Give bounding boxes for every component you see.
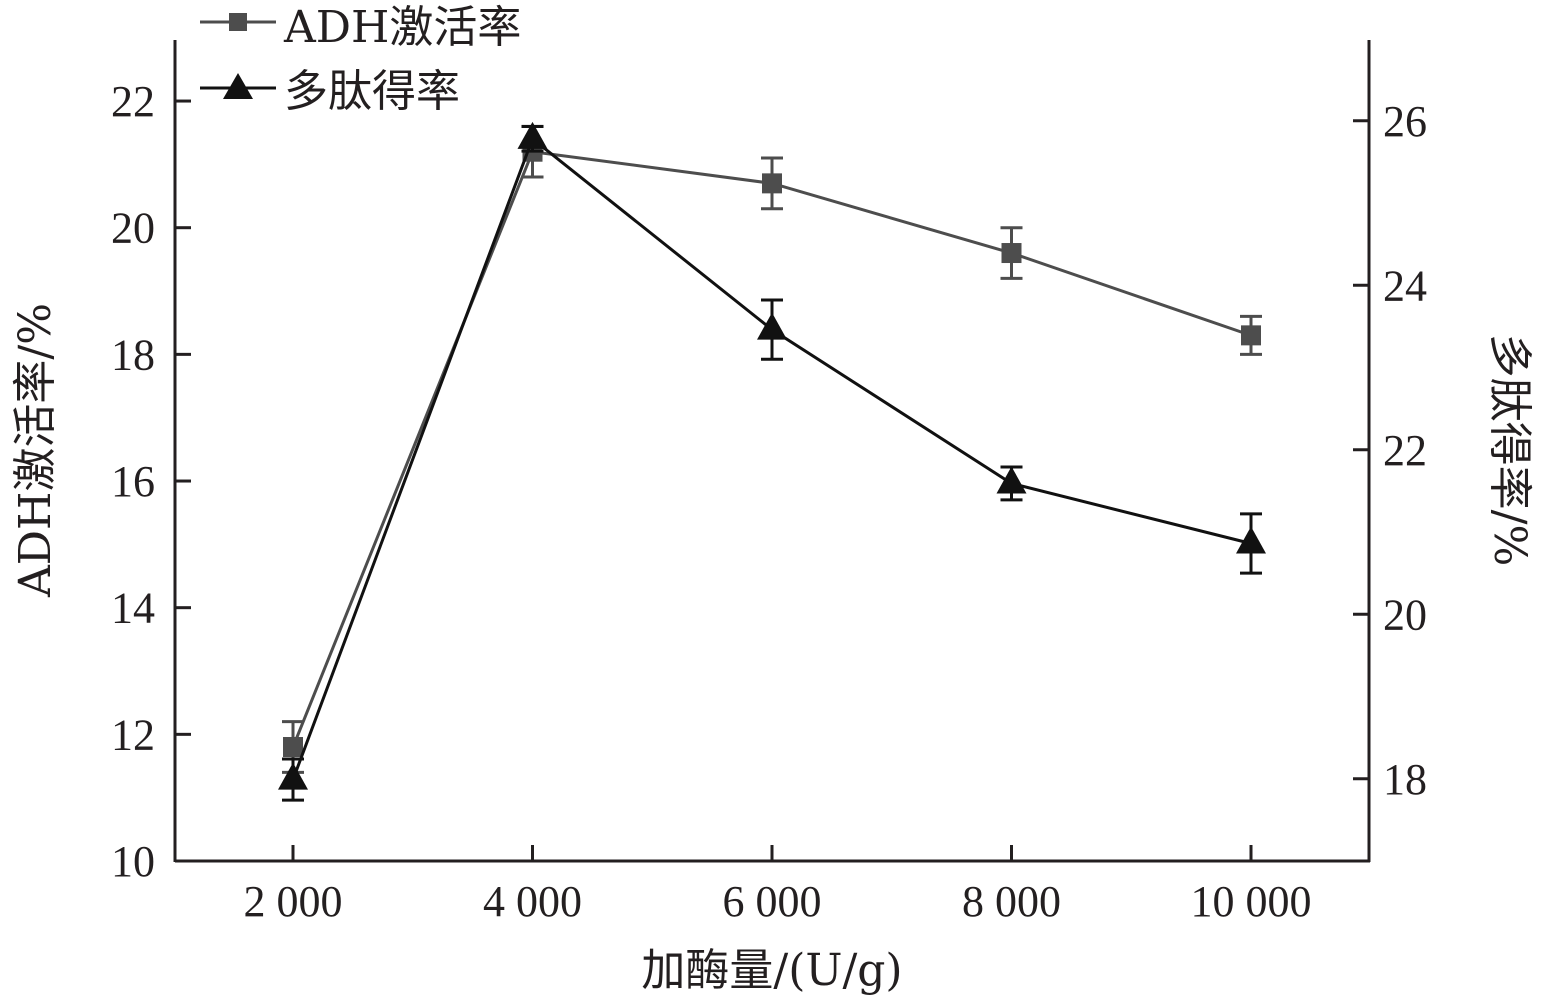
- x-ticks: 2 000 4 000 6 000 8 000 10 000: [244, 845, 1312, 926]
- left-tick-label: 10: [111, 837, 155, 886]
- series-peptide-yield: [278, 121, 1266, 802]
- right-tick-label: 18: [1383, 755, 1427, 804]
- data-point-square: [1001, 243, 1022, 264]
- left-tick-label: 14: [111, 584, 155, 633]
- right-axis-title: 多肽得率/%: [1484, 334, 1535, 567]
- series-line: [291, 136, 1252, 781]
- data-point-square: [1241, 325, 1261, 346]
- right-tick-label: 20: [1383, 590, 1427, 639]
- left-tick-label: 22: [111, 77, 155, 126]
- data-point-triangle: [278, 762, 308, 790]
- legend-label-adh: ADH激活率: [283, 2, 521, 53]
- legend-item-peptide: 多肽得率: [200, 66, 460, 117]
- x-tick-label: 8 000: [962, 877, 1061, 926]
- left-tick-label: 18: [111, 330, 155, 379]
- data-point-triangle: [517, 121, 548, 149]
- legend: ADH激活率 多肽得率: [200, 2, 521, 117]
- right-y-ticks: 18 20 22 24 26: [1353, 97, 1427, 804]
- x-axis-title: 加酶量/(U/g): [641, 945, 902, 996]
- right-tick-label: 26: [1383, 97, 1427, 146]
- legend-marker-square: [229, 13, 247, 31]
- left-tick-label: 12: [111, 710, 155, 759]
- left-tick-label: 20: [111, 204, 155, 253]
- left-y-ticks: 10 12 14 16 18 20 22: [111, 77, 191, 886]
- legend-label-peptide: 多肽得率: [284, 66, 460, 117]
- x-tick-label: 2 000: [244, 877, 343, 926]
- legend-marker-triangle: [223, 73, 253, 99]
- right-tick-label: 24: [1383, 261, 1427, 310]
- left-axis-title: ADH激活率/%: [10, 303, 61, 598]
- x-tick-label: 10 000: [1191, 877, 1312, 926]
- x-tick-label: 4 000: [483, 877, 582, 926]
- left-tick-label: 16: [111, 457, 155, 506]
- data-point-triangle: [757, 312, 787, 340]
- series-layer: [278, 121, 1266, 802]
- series-adh-activation-rate: [282, 124, 1262, 774]
- data-point-triangle: [996, 466, 1027, 494]
- series-line: [291, 150, 1252, 748]
- x-tick-label: 6 000: [723, 877, 822, 926]
- data-point-square: [283, 737, 303, 758]
- legend-item-adh: ADH激活率: [200, 2, 521, 53]
- data-point-triangle: [1236, 526, 1266, 554]
- right-tick-label: 22: [1383, 426, 1427, 475]
- data-point-square: [762, 173, 782, 194]
